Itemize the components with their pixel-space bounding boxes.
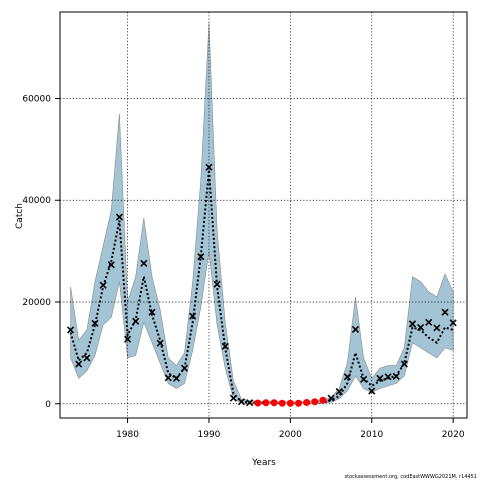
observed-catch-marker [172,374,180,382]
observed-catch-marker [164,374,172,382]
observed-catch-marker [148,308,156,316]
observed-catch-marker [327,394,335,402]
observed-catch-marker [335,387,343,396]
observed-catch-marker [360,375,368,383]
y-tick-label: 60000 [22,94,51,104]
observed-catch-marker [343,373,351,381]
observed-catch-marker [67,326,75,334]
missing-catch-marker [270,399,278,407]
observed-catch-marker [425,318,433,326]
observed-catch-marker [115,213,123,221]
observed-catch-marker [213,280,221,288]
observation-marker-layer [67,163,457,407]
observed-catch-marker [433,324,441,332]
observed-catch-marker [205,163,213,171]
observed-catch-marker [221,342,229,350]
observed-catch-marker [91,319,99,327]
x-tick-label: 2020 [442,430,465,440]
observed-catch-marker [75,360,83,368]
observed-catch-marker [351,325,360,334]
observed-catch-marker [376,374,384,382]
observed-catch-marker [237,398,246,406]
observed-catch-marker [156,339,164,347]
missing-catch-marker [303,398,311,406]
x-tick-label: 1990 [198,430,221,440]
x-tick-label: 2000 [279,430,302,440]
observed-catch-marker [229,394,237,402]
grid-layer [60,12,467,418]
observed-catch-marker [368,387,376,395]
observed-catch-marker [107,261,115,269]
missing-catch-marker [295,399,303,407]
observed-catch-marker [449,319,457,327]
x-axis-label: Years [251,458,276,468]
plot-frame [59,11,468,419]
observed-catch-marker [392,372,400,380]
y-axis-label: Catch [15,203,25,229]
observed-catch-marker [99,281,107,289]
observed-catch-marker [180,364,189,372]
y-tick-label: 40000 [22,196,51,206]
observed-catch-marker [189,312,197,320]
tick-layer: 1980 1990 2000 2010 2020 0 20000 40000 60000 [22,94,465,440]
observed-catch-marker [400,360,408,368]
missing-catch-marker [311,398,319,406]
missing-catch-marker [278,399,286,407]
credit-text: stockassessment.org, codEastWWWG2021M, r… [345,474,477,480]
y-tick-label: 20000 [22,298,51,308]
y-tick-label: 0 [45,400,51,410]
missing-catch-marker [254,399,262,407]
x-tick-label: 1980 [116,430,139,440]
missing-catch-marker [286,399,294,407]
missing-catch-marker [262,399,270,407]
x-tick-label: 2010 [360,430,383,440]
observed-catch-marker [140,259,148,267]
observed-catch-marker [132,317,140,325]
confidence-band [70,22,454,404]
confidence-band-layer [70,22,454,404]
observed-catch-marker [441,308,449,316]
observed-catch-marker [384,373,392,381]
observed-catch-marker [246,399,254,407]
observed-catch-marker [83,354,91,362]
observed-catch-marker [417,323,425,332]
missing-catch-marker [319,396,327,404]
observed-catch-marker [123,335,132,343]
observed-catch-marker [408,320,417,328]
observed-catch-marker [197,253,205,261]
